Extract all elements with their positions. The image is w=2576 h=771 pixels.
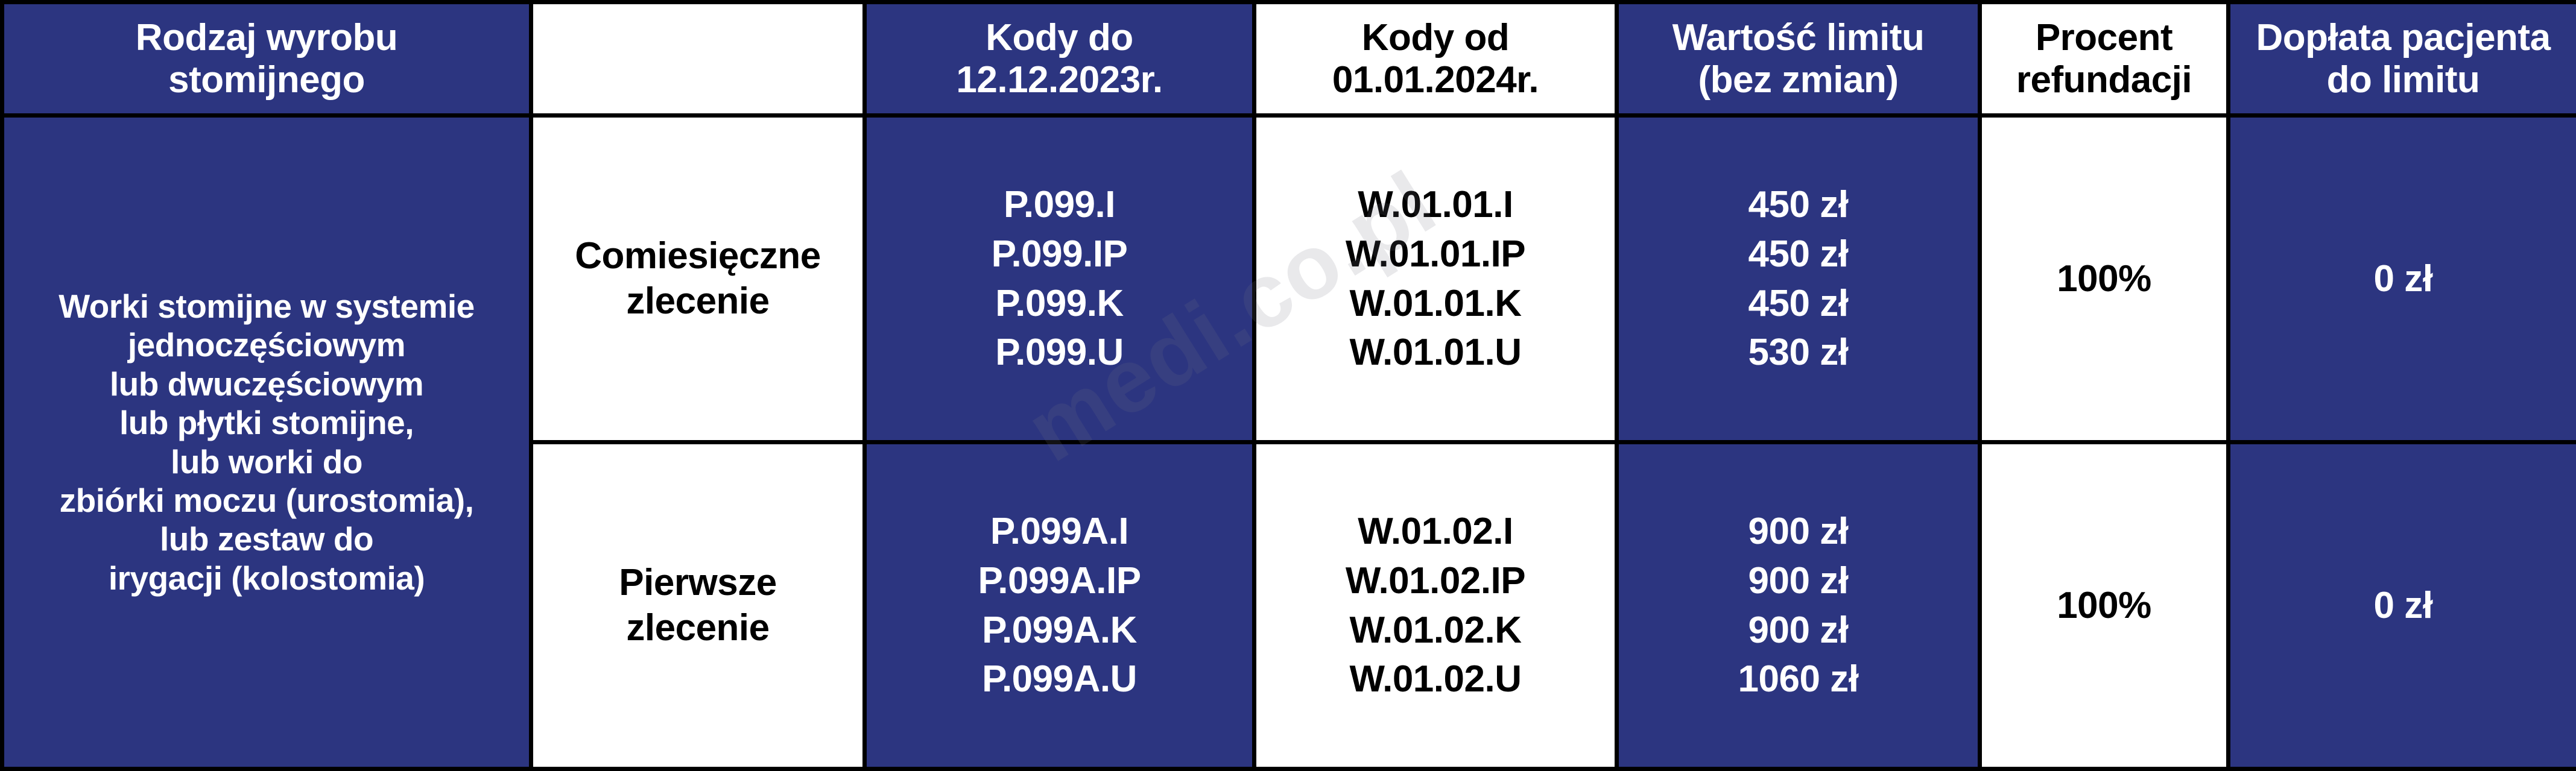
limit-value-1: 450 zł (1619, 180, 1978, 230)
refund-percent-cell: 100% (1980, 442, 2229, 769)
header-patient-copay: Dopłata pacjenta do limitu (2229, 2, 2576, 116)
header-new-codes-line-1: Kody od (1256, 17, 1615, 58)
limit-value-3: 900 zł (1619, 606, 1978, 655)
patient-copay-cell: 0 zł (2229, 116, 2576, 442)
order-type-line-1: Comiesięczne (533, 234, 862, 279)
new-code-3: W.01.01.K (1256, 279, 1615, 329)
limit-value-2: 900 zł (1619, 556, 1978, 606)
limit-value-4: 530 zł (1619, 328, 1978, 377)
order-type-cell: Pierwsze zlecenie (531, 442, 865, 769)
limit-value-4: 1060 zł (1619, 655, 1978, 704)
header-refund-percent: Procent refundacji (1980, 2, 2229, 116)
header-refund-percent-line-1: Procent (1982, 17, 2226, 58)
limit-value-1: 900 zł (1619, 507, 1978, 556)
header-limit-value-line-2: (bez zmian) (1619, 59, 1978, 101)
new-code-2: W.01.01.IP (1256, 230, 1615, 279)
patient-copay-cell: 0 zł (2229, 442, 2576, 769)
product-line-2: jednoczęściowym (4, 326, 529, 364)
old-code-4: P.099.U (867, 328, 1252, 377)
new-code-1: W.01.02.I (1256, 507, 1615, 556)
new-code-3: W.01.02.K (1256, 606, 1615, 655)
old-code-2: P.099A.IP (867, 556, 1252, 606)
header-limit-value: Wartość limitu (bez zmian) (1617, 2, 1980, 116)
header-product-type: Rodzaj wyrobu stomijnego (2, 2, 531, 116)
order-type-line-1: Pierwsze (533, 561, 862, 605)
new-codes-cell: W.01.02.I W.01.02.IP W.01.02.K W.01.02.U (1255, 442, 1617, 769)
old-code-1: P.099.I (867, 180, 1252, 230)
new-code-1: W.01.01.I (1256, 180, 1615, 230)
header-refund-percent-line-2: refundacji (1982, 59, 2226, 101)
old-code-2: P.099.IP (867, 230, 1252, 279)
product-line-8: irygacji (kolostomia) (4, 559, 529, 597)
header-product-type-line-2: stomijnego (4, 59, 529, 101)
old-codes-cell: P.099.I P.099.IP P.099.K P.099.U (865, 116, 1255, 442)
header-order-type-empty (531, 2, 865, 116)
old-code-3: P.099A.K (867, 606, 1252, 655)
table-header-row: Rodzaj wyrobu stomijnego Kody do 12.12.2… (2, 2, 2576, 116)
order-type-line-2: zlecenie (533, 279, 862, 324)
header-new-codes-line-2: 01.01.2024r. (1256, 59, 1615, 101)
table-row: Worki stomijne w systemie jednoczęściowy… (2, 116, 2576, 442)
product-line-4: lub płytki stomijne, (4, 403, 529, 442)
product-line-5: lub worki do (4, 442, 529, 481)
product-line-3: lub dwuczęściowym (4, 365, 529, 403)
product-line-1: Worki stomijne w systemie (4, 287, 529, 326)
order-type-cell: Comiesięczne zlecenie (531, 116, 865, 442)
old-code-3: P.099.K (867, 279, 1252, 329)
header-product-type-line-1: Rodzaj wyrobu (4, 17, 529, 58)
header-patient-copay-line-1: Dopłata pacjenta (2230, 17, 2576, 58)
refund-percent-cell: 100% (1980, 116, 2229, 442)
old-code-4: P.099A.U (867, 655, 1252, 704)
product-type-cell: Worki stomijne w systemie jednoczęściowy… (2, 116, 531, 769)
product-line-6: zbiórki moczu (urostomia), (4, 481, 529, 520)
limit-value-3: 450 zł (1619, 279, 1978, 329)
old-codes-cell: P.099A.I P.099A.IP P.099A.K P.099A.U (865, 442, 1255, 769)
new-codes-cell: W.01.01.I W.01.01.IP W.01.01.K W.01.01.U (1255, 116, 1617, 442)
new-code-4: W.01.01.U (1256, 328, 1615, 377)
header-new-codes: Kody od 01.01.2024r. (1255, 2, 1617, 116)
order-type-line-2: zlecenie (533, 606, 862, 650)
new-code-4: W.01.02.U (1256, 655, 1615, 704)
new-code-2: W.01.02.IP (1256, 556, 1615, 606)
old-code-1: P.099A.I (867, 507, 1252, 556)
limit-value-2: 450 zł (1619, 230, 1978, 279)
header-old-codes: Kody do 12.12.2023r. (865, 2, 1255, 116)
header-limit-value-line-1: Wartość limitu (1619, 17, 1978, 58)
product-line-7: lub zestaw do (4, 520, 529, 558)
limit-value-cell: 900 zł 900 zł 900 zł 1060 zł (1617, 442, 1980, 769)
header-old-codes-line-1: Kody do (867, 17, 1252, 58)
limit-value-cell: 450 zł 450 zł 450 zł 530 zł (1617, 116, 1980, 442)
header-patient-copay-line-2: do limitu (2230, 59, 2576, 101)
header-old-codes-line-2: 12.12.2023r. (867, 59, 1252, 101)
